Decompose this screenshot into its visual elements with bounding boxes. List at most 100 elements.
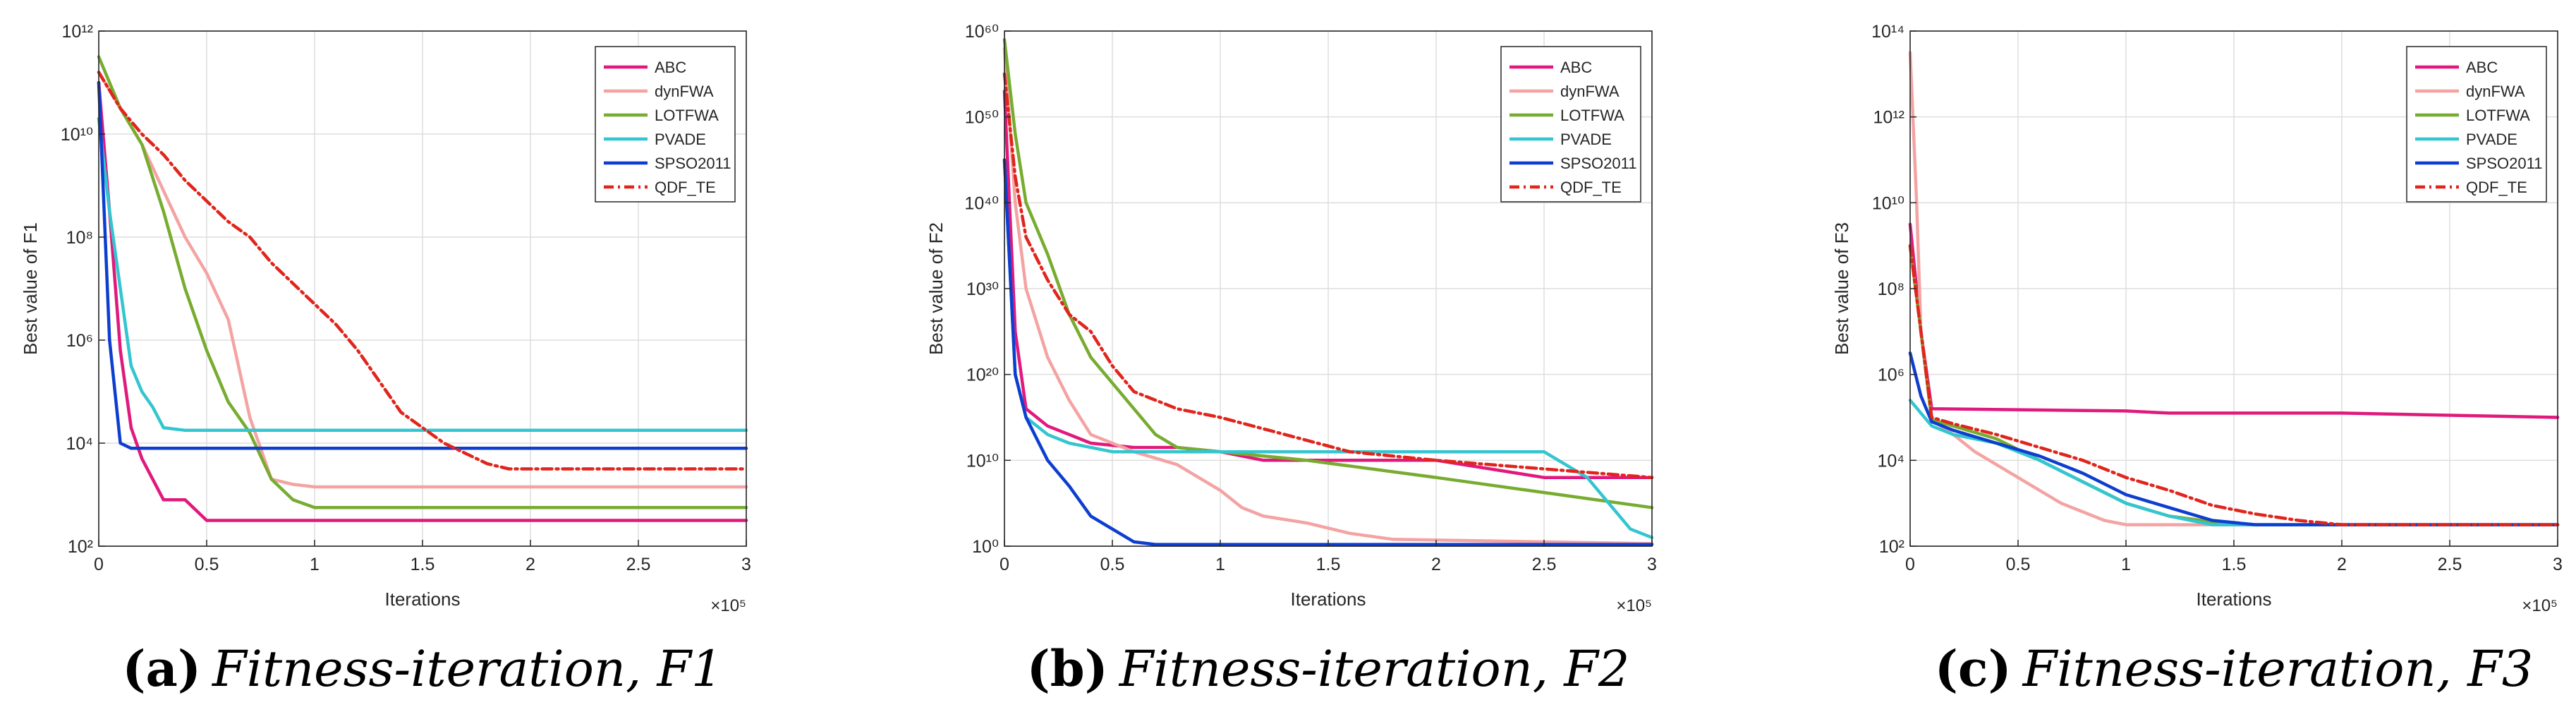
series-line-abc xyxy=(97,80,748,522)
x-tick-label: 1 xyxy=(1215,555,1225,574)
series-line-spso2011 xyxy=(1908,351,2560,526)
series-line-spso2011 xyxy=(97,80,748,450)
legend-label: LOTFWA xyxy=(655,107,719,124)
series-line-pvade xyxy=(1002,158,1654,540)
series-line-qdf-te xyxy=(97,71,748,471)
svg-text:(b)Fitness-iteration, F2: (b) Fitness-iteration, F2 xyxy=(1027,639,1630,698)
x-tick-label: 0.5 xyxy=(195,555,219,574)
y-tick-label: 10⁰ xyxy=(972,537,999,557)
y-tick-label: 10¹² xyxy=(62,22,93,42)
x-exponent-label: ×10⁵ xyxy=(1616,596,1652,615)
legend-label: ABC xyxy=(655,59,686,76)
y-tick-label: 10⁶ xyxy=(1878,366,1904,385)
legend-box xyxy=(1500,46,1641,203)
x-tick-label: 0.5 xyxy=(1100,555,1125,574)
x-axis-label: Iterations xyxy=(385,589,461,610)
x-axis-label: Iterations xyxy=(2197,589,2272,610)
x-tick-label: 1 xyxy=(310,555,320,574)
caption-label: (c) xyxy=(1935,639,2012,698)
x-tick-label: 1.5 xyxy=(2222,555,2247,574)
y-tick-label: 10¹⁰ xyxy=(61,125,93,145)
y-tick-label: 10¹² xyxy=(1873,108,1904,128)
y-tick-label: 10³⁰ xyxy=(966,279,999,299)
legend-label: SPSO2011 xyxy=(1560,155,1636,172)
svg-text:(a)Fitness-iteration, F1: (a) Fitness-iteration, F1 xyxy=(122,639,722,698)
legend-label: PVADE xyxy=(2466,131,2517,148)
legend: ABC dynFWA LOTFWA PVADE SPSO2011 QDF_TE xyxy=(2406,46,2547,203)
series-layer xyxy=(1002,37,1654,546)
x-tick-label: 1.5 xyxy=(411,555,435,574)
legend-box xyxy=(2406,46,2547,203)
legend-label: dynFWA xyxy=(2466,83,2525,100)
legend-label: LOTFWA xyxy=(1560,107,1624,124)
y-tick-label: 10¹⁴ xyxy=(1871,22,1904,42)
caption: (c) Fitness-iteration, F3 xyxy=(1935,639,2533,698)
x-tick-label: 0.5 xyxy=(2006,555,2031,574)
legend: ABC dynFWA LOTFWA PVADE SPSO2011 QDF_TE xyxy=(595,46,736,203)
x-tick-label: 0 xyxy=(94,555,104,574)
x-tick-label: 3 xyxy=(741,555,751,574)
caption: (a) Fitness-iteration, F1 xyxy=(122,639,722,698)
legend-label: ABC xyxy=(2466,59,2498,76)
y-axis-label: Best value of F2 xyxy=(925,222,947,355)
x-tick-label: 0 xyxy=(1905,555,1915,574)
legend-label: PVADE xyxy=(655,131,706,148)
chart-panel-a: 0 0.5 1 1.5 2 2.5 3 10² 10⁴ 10⁶ 10⁸ 10¹⁰ 10¹² ABC dyn… xyxy=(20,22,751,698)
legend-label: ABC xyxy=(1560,59,1592,76)
series-line-pvade xyxy=(1908,398,2560,526)
y-tick-label: 10² xyxy=(1879,537,1904,557)
series-layer xyxy=(97,55,748,522)
chart-panel-b: 0 0.5 1 1.5 2 2.5 3 10⁰ 10¹⁰ 10²⁰ 10³⁰ 10⁴⁰ 10⁵⁰ 10⁶⁰… xyxy=(925,22,1657,698)
x-exponent-label: ×10⁵ xyxy=(710,596,746,615)
ticks: 0 0.5 1 1.5 2 2.5 3 10² 10⁴ 10⁶ 10⁸ 10¹⁰ 10¹² xyxy=(61,22,751,574)
x-tick-label: 2.5 xyxy=(626,555,651,574)
x-tick-label: 3 xyxy=(2553,555,2563,574)
caption-text: Fitness-iteration, F2 xyxy=(1118,640,1630,698)
x-tick-label: 2 xyxy=(1431,555,1441,574)
legend-label: SPSO2011 xyxy=(655,155,731,172)
series-line-abc xyxy=(1002,89,1654,479)
x-exponent-label: ×10⁵ xyxy=(2522,596,2558,615)
series-line-spso2011 xyxy=(1002,158,1654,546)
x-tick-label: 2 xyxy=(525,555,535,574)
legend-label: LOTFWA xyxy=(2466,107,2530,124)
caption-label: (b) xyxy=(1027,639,1108,698)
ticks: 0 0.5 1 1.5 2 2.5 3 10² 10⁴ 10⁶ 10⁸ 10¹⁰ 10¹² 10¹⁴ xyxy=(1871,22,2563,574)
series-line-qdf-te xyxy=(1002,72,1654,479)
x-tick-label: 2.5 xyxy=(1532,555,1557,574)
caption-text: Fitness-iteration, F1 xyxy=(211,640,723,698)
legend-label: QDF_TE xyxy=(655,179,716,196)
x-tick-label: 0 xyxy=(1000,555,1009,574)
x-tick-label: 2 xyxy=(2337,555,2347,574)
x-tick-label: 2.5 xyxy=(2438,555,2462,574)
caption-label: (a) xyxy=(122,639,201,698)
legend-label: SPSO2011 xyxy=(2466,155,2542,172)
caption-text: Fitness-iteration, F3 xyxy=(2022,640,2534,698)
x-tick-label: 1.5 xyxy=(1316,555,1341,574)
svg-text:(c)Fitness-iteration, F3: (c) Fitness-iteration, F3 xyxy=(1935,639,2533,698)
series-line-dynfwa xyxy=(1002,47,1654,545)
series-line-lotfwa xyxy=(1002,37,1654,509)
chart-panel-c: 0 0.5 1 1.5 2 2.5 3 10² 10⁴ 10⁶ 10⁸ 10¹⁰ 10¹² 10¹⁴ AB… xyxy=(1831,22,2563,698)
y-tick-label: 10⁸ xyxy=(66,228,93,248)
caption: (b) Fitness-iteration, F2 xyxy=(1027,639,1630,698)
y-tick-label: 10² xyxy=(68,537,93,557)
y-tick-label: 10⁸ xyxy=(1878,279,1904,299)
y-axis-label: Best value of F3 xyxy=(1831,222,1852,355)
legend-label: dynFWA xyxy=(1560,83,1620,100)
series-layer xyxy=(1908,51,2560,526)
legend-box xyxy=(595,46,736,203)
legend-label: QDF_TE xyxy=(1560,179,1622,196)
legend-label: dynFWA xyxy=(655,83,714,100)
ticks: 0 0.5 1 1.5 2 2.5 3 10⁰ 10¹⁰ 10²⁰ 10³⁰ 10⁴⁰ 10⁵⁰ 10⁶⁰ xyxy=(964,22,1657,574)
legend: ABC dynFWA LOTFWA PVADE SPSO2011 QDF_TE xyxy=(1500,46,1641,203)
x-axis-label: Iterations xyxy=(1291,589,1366,610)
series-line-lotfwa xyxy=(97,55,748,509)
y-tick-label: 10⁶ xyxy=(66,331,93,351)
legend-label: PVADE xyxy=(1560,131,1612,148)
y-tick-label: 10⁴ xyxy=(66,434,93,454)
x-tick-label: 1 xyxy=(2121,555,2131,574)
y-tick-label: 10²⁰ xyxy=(966,366,999,385)
series-line-qdf-te xyxy=(1908,243,2560,526)
